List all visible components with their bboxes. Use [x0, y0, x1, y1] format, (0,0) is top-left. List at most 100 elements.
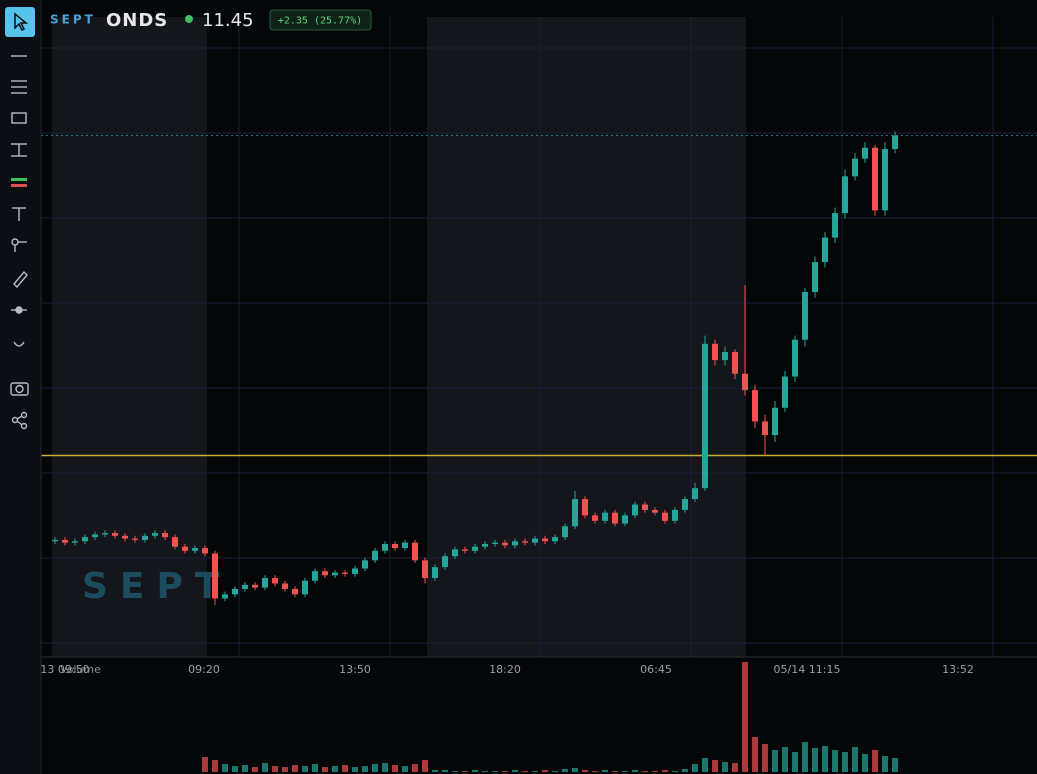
- candle-body: [202, 548, 208, 554]
- candle-body: [862, 147, 868, 159]
- candle-body: [602, 512, 608, 521]
- candle-body: [472, 546, 478, 551]
- candle-body: [452, 549, 458, 557]
- candle-body: [262, 578, 268, 588]
- node-tool[interactable]: [11, 306, 27, 314]
- volume-bar: [802, 742, 808, 772]
- x-axis: 13 09:50 09:20 13:50 18:20 06:45 05/14 11:15 1…: [40, 663, 973, 676]
- candle-body: [612, 512, 618, 524]
- volume-bar: [522, 771, 528, 772]
- volume-bar: [872, 750, 878, 772]
- volume-bar: [752, 737, 758, 772]
- volume-bar: [472, 770, 478, 772]
- volume-bar: [462, 771, 468, 772]
- candle-body: [742, 373, 748, 391]
- volume-bar: [492, 771, 498, 772]
- measure-tool[interactable]: [11, 143, 27, 157]
- magnet-tool[interactable]: [13, 341, 25, 347]
- candle-body: [652, 509, 658, 513]
- volume-bar: [252, 767, 258, 772]
- candle-body: [752, 390, 758, 422]
- volume-bar: [222, 764, 228, 772]
- candle-body: [792, 339, 798, 377]
- candle-body: [112, 533, 118, 536]
- volume-bar: [212, 760, 218, 772]
- candle-body: [412, 542, 418, 561]
- camera-tool[interactable]: [10, 382, 29, 396]
- volume-bar: [392, 765, 398, 772]
- volume-bar: [702, 758, 708, 772]
- candle-body: [642, 504, 648, 510]
- volume-bar: [432, 770, 438, 772]
- volume-bar: [782, 747, 788, 772]
- volume-bar: [602, 770, 608, 772]
- volume-bar: [572, 768, 578, 772]
- x-tick-label: 09:20: [188, 663, 220, 676]
- volume-bar: [562, 769, 568, 772]
- candle-body: [492, 542, 498, 544]
- candle-body: [672, 509, 678, 521]
- cursor-tool[interactable]: [5, 7, 35, 37]
- volume-bar: [712, 760, 718, 772]
- volume-label: Volume: [60, 663, 101, 676]
- candle-body: [562, 526, 568, 538]
- status-dot: [185, 15, 193, 23]
- volume-bar: [362, 766, 368, 772]
- volume-bar: [742, 662, 748, 772]
- price-change: +2.35 (25.77%): [278, 16, 362, 27]
- volume-bar: [842, 752, 848, 772]
- candle-body: [62, 539, 68, 543]
- volume-bar: [382, 763, 388, 772]
- rect-tool[interactable]: [11, 112, 27, 124]
- volume-pane: [202, 662, 898, 772]
- candle-body: [522, 541, 528, 543]
- text-tool[interactable]: [12, 207, 26, 221]
- candle-body: [222, 594, 228, 599]
- candle-body: [692, 488, 698, 500]
- volume-bar: [832, 750, 838, 772]
- fib-tool[interactable]: [11, 238, 27, 252]
- candle-body: [762, 421, 768, 436]
- candle-body: [512, 541, 518, 546]
- volume-bar: [332, 766, 338, 772]
- candle-body: [372, 550, 378, 561]
- brush-tool[interactable]: [13, 270, 28, 289]
- volume-bar: [882, 756, 888, 772]
- session-shade: [52, 17, 207, 657]
- candle-body: [162, 533, 168, 538]
- candle-body: [622, 515, 628, 524]
- parallel-tool[interactable]: [11, 80, 27, 94]
- position-tool[interactable]: [11, 178, 27, 187]
- candle-body: [462, 549, 468, 551]
- volume-bar: [512, 770, 518, 772]
- volume-bar: [422, 760, 428, 772]
- volume-bar: [612, 771, 618, 772]
- candle-body: [542, 538, 548, 542]
- candle-body: [532, 538, 538, 543]
- candle-body: [252, 584, 258, 588]
- volume-bar: [292, 765, 298, 772]
- candle-body: [322, 571, 328, 576]
- candle-body: [242, 584, 248, 589]
- candle-body: [582, 499, 588, 516]
- volume-bar: [812, 748, 818, 772]
- candle-body: [822, 237, 828, 263]
- toolbar: [0, 0, 42, 774]
- candle-body: [852, 158, 858, 177]
- candle-body: [352, 568, 358, 574]
- candle-body: [732, 351, 738, 374]
- x-tick-label: 05/14 11:15: [774, 663, 841, 676]
- share-tool[interactable]: [11, 411, 28, 430]
- candle-body: [552, 537, 558, 542]
- volume-bar: [202, 757, 208, 772]
- candle-body: [812, 262, 818, 293]
- volume-bar: [532, 771, 538, 772]
- volume-bar: [262, 763, 268, 772]
- x-tick-label: 13 09:50: [40, 663, 89, 676]
- candle-body: [782, 376, 788, 408]
- volume-bar: [452, 771, 458, 772]
- volume-bar: [822, 746, 828, 772]
- volume-bar: [892, 758, 898, 772]
- volume-bar: [272, 766, 278, 772]
- candle-body: [592, 515, 598, 521]
